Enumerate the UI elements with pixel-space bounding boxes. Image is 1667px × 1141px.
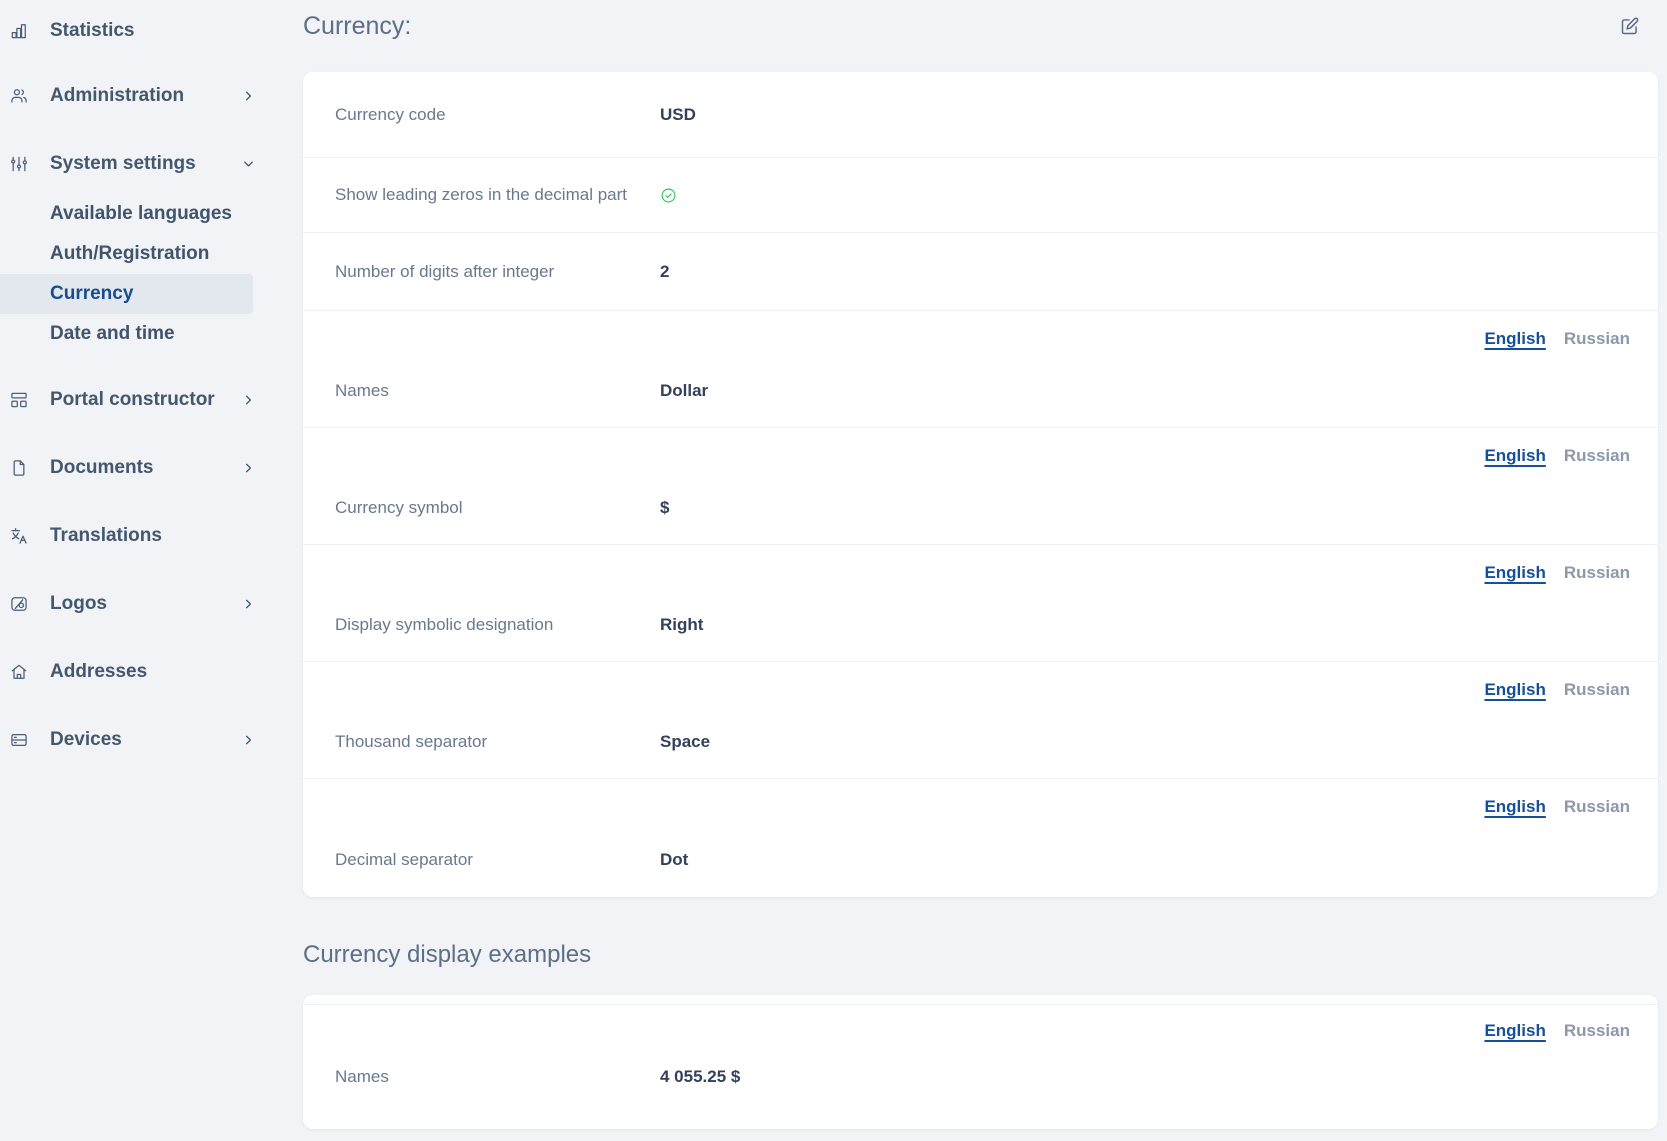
chevron-right-icon	[241, 597, 256, 612]
row-value: 2	[660, 261, 670, 281]
image-icon	[9, 594, 29, 614]
sidebar: Statistics Administration System setting…	[0, 0, 271, 1141]
sidebar-item-translations[interactable]: Translations	[0, 502, 271, 570]
language-tabs: English Russian	[335, 674, 1630, 706]
sidebar-item-label: Translations	[50, 525, 162, 546]
server-icon	[9, 730, 29, 750]
sidebar-subitem-label: Currency	[50, 283, 134, 304]
sidebar-item-addresses[interactable]: Addresses	[0, 638, 271, 706]
sidebar-item-label: Statistics	[50, 20, 135, 41]
tab-russian[interactable]: Russian	[1563, 446, 1630, 465]
tab-russian[interactable]: Russian	[1563, 563, 1630, 582]
sidebar-subitem-label: Auth/Registration	[50, 243, 210, 264]
bar-chart-icon	[9, 21, 29, 41]
layout-icon	[9, 390, 29, 410]
check-circle-icon	[660, 187, 677, 204]
settings-row-currency-code: Currency code USD	[303, 72, 1658, 157]
settings-row-leading-zeros: Show leading zeros in the decimal part	[303, 157, 1658, 232]
row-value: 4 055.25 $	[660, 1067, 741, 1086]
sidebar-item-label: Documents	[50, 457, 154, 478]
sidebar-item-label: System settings	[50, 153, 196, 174]
language-tabs: English Russian	[303, 1013, 1658, 1049]
row-label: Currency symbol	[335, 498, 463, 517]
row-value: $	[660, 498, 670, 517]
sidebar-subitem-auth-registration[interactable]: Auth/Registration	[0, 234, 271, 274]
tab-english[interactable]: English	[1484, 329, 1546, 348]
edit-icon	[1619, 16, 1640, 37]
sidebar-item-label: Devices	[50, 729, 122, 750]
sidebar-item-label: Addresses	[50, 661, 148, 682]
sidebar-subitem-currency[interactable]: Currency	[0, 274, 253, 314]
row-value: Dot	[660, 850, 689, 869]
sidebar-subitem-available-languages[interactable]: Available languages	[0, 194, 271, 234]
sidebar-item-label: Administration	[50, 85, 185, 106]
sidebar-subitem-label: Date and time	[50, 323, 175, 344]
chevron-down-icon	[241, 157, 256, 172]
row-value: Space	[660, 732, 711, 751]
settings-row-decimal-separator: English Russian Decimal separator Dot	[303, 778, 1658, 897]
language-tabs: English Russian	[335, 791, 1630, 823]
settings-row-digits-after-integer: Number of digits after integer 2	[303, 232, 1658, 310]
sidebar-item-logos[interactable]: Logos	[0, 570, 271, 638]
row-value: Right	[660, 615, 704, 634]
row-label: Show leading zeros in the decimal part	[335, 185, 627, 204]
settings-row-currency-symbol: English Russian Currency symbol $	[303, 427, 1658, 544]
sidebar-item-label: Logos	[50, 593, 107, 614]
chevron-right-icon	[241, 733, 256, 748]
chevron-right-icon	[241, 393, 256, 408]
chevron-right-icon	[241, 89, 256, 104]
users-icon	[9, 86, 29, 106]
sidebar-item-statistics[interactable]: Statistics	[0, 0, 271, 62]
document-icon	[9, 458, 29, 478]
row-label: Names	[335, 381, 389, 400]
row-label: Thousand separator	[335, 732, 488, 751]
sliders-icon	[9, 154, 29, 174]
settings-row-thousand-separator: English Russian Thousand separator Space	[303, 661, 1658, 778]
sidebar-item-administration[interactable]: Administration	[0, 62, 271, 130]
tab-english[interactable]: English	[1484, 1021, 1546, 1040]
page-title: Currency:	[303, 11, 412, 40]
row-value: USD	[660, 104, 696, 124]
tab-russian[interactable]: Russian	[1563, 1021, 1630, 1040]
language-tabs: English Russian	[335, 557, 1630, 589]
currency-settings-card: Currency code USD Show leading zeros in …	[303, 72, 1658, 897]
sidebar-item-documents[interactable]: Documents	[0, 434, 271, 502]
language-tabs: English Russian	[335, 440, 1630, 472]
sidebar-subitem-label: Available languages	[50, 203, 232, 224]
row-label: Currency code	[335, 104, 446, 124]
row-label: Display symbolic designation	[335, 615, 554, 634]
tab-russian[interactable]: Russian	[1563, 680, 1630, 699]
sidebar-item-system-settings[interactable]: System settings	[0, 130, 271, 198]
sidebar-item-devices[interactable]: Devices	[0, 706, 271, 774]
tab-russian[interactable]: Russian	[1563, 797, 1630, 816]
main-content: Currency: Currency code USD Show leading…	[271, 0, 1667, 1141]
row-label: Names	[335, 1067, 389, 1086]
edit-button[interactable]	[1617, 14, 1642, 39]
chevron-right-icon	[241, 461, 256, 476]
tab-english[interactable]: English	[1484, 680, 1546, 699]
examples-heading: Currency display examples	[303, 941, 592, 968]
card-top-divider	[303, 995, 1658, 1005]
sidebar-item-label: Portal constructor	[50, 389, 215, 410]
tab-english[interactable]: English	[1484, 797, 1546, 816]
translate-icon	[9, 526, 29, 546]
tab-english[interactable]: English	[1484, 446, 1546, 465]
sidebar-item-portal-constructor[interactable]: Portal constructor	[0, 366, 271, 434]
settings-row-names: English Russian Names Dollar	[303, 310, 1658, 427]
home-icon	[9, 662, 29, 682]
sidebar-subitem-date-and-time[interactable]: Date and time	[0, 314, 271, 354]
example-row-names: Names 4 055.25 $	[303, 1049, 1658, 1105]
row-value: Dollar	[660, 381, 709, 400]
tab-english[interactable]: English	[1484, 563, 1546, 582]
row-label: Number of digits after integer	[335, 261, 555, 281]
page-header: Currency:	[303, 0, 1658, 52]
currency-examples-card: English Russian Names 4 055.25 $	[303, 995, 1658, 1129]
system-settings-submenu: Available languages Auth/Registration Cu…	[0, 194, 271, 354]
row-label: Decimal separator	[335, 850, 473, 869]
settings-row-symbol-designation: English Russian Display symbolic designa…	[303, 544, 1658, 661]
language-tabs: English Russian	[335, 323, 1630, 355]
tab-russian[interactable]: Russian	[1563, 329, 1630, 348]
